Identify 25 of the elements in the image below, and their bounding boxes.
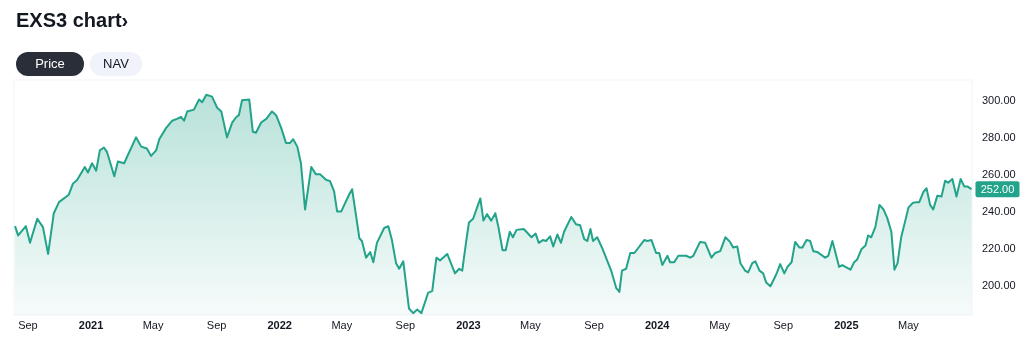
x-tick-label: 2021 [78,319,104,331]
x-tick-label: May [520,319,542,331]
x-tick-label: Sep [773,319,794,331]
x-tick-label: 2023 [456,319,481,331]
annotation: 252.00 [980,183,1015,196]
x-tick-label: 2025 [834,319,859,331]
x-tick-label: Sep [395,319,416,331]
y-tick-label: 220.00 [982,242,1016,255]
text: NAV [103,56,130,71]
chart-title: EXS3 chart› [16,9,129,31]
text: Price [35,56,65,71]
x-tick-label: May [331,319,353,331]
x-tick-label: May [142,319,164,331]
y-tick-label: 280.00 [982,131,1016,144]
y-tick-label: 240.00 [982,205,1016,218]
x-tick-label: Sep [584,319,604,331]
y-tick-label: 260.00 [982,168,1016,181]
x-tick-label: Sep [18,319,38,331]
x-tick-label: May [709,319,731,331]
x-tick-label: Sep [206,319,227,331]
x-tick-label: 2022 [267,319,292,331]
y-tick-label: 300.00 [982,94,1016,107]
x-tick-label: May [898,319,920,331]
x-tick-label: 2024 [644,319,671,331]
y-tick-label: 200.00 [982,279,1016,292]
